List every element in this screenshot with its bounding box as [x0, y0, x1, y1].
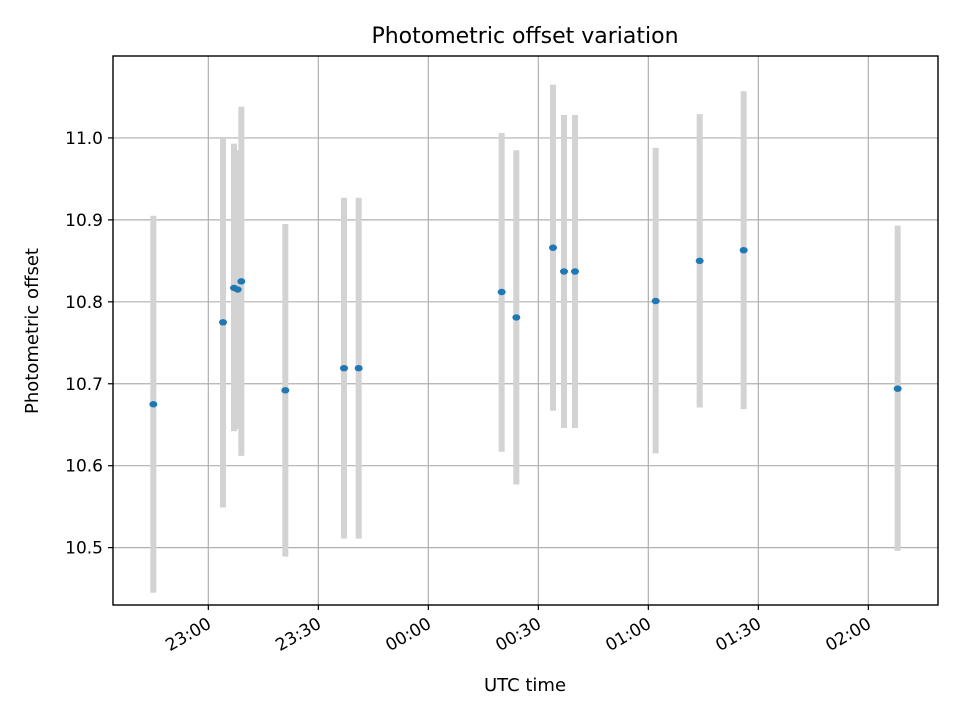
y-tick-label: 10.9 [65, 211, 103, 231]
data-point [512, 314, 521, 321]
grid-layer [113, 56, 938, 605]
x-tick-label: 23:30 [272, 614, 324, 656]
x-tick-label: 01:00 [602, 614, 654, 656]
y-tick-label: 10.5 [65, 539, 103, 559]
x-tick-label: 01:30 [712, 614, 764, 656]
errorbar-layer [150, 84, 901, 593]
y-tick-label: 10.7 [65, 375, 103, 395]
data-point [340, 364, 348, 372]
data-point [739, 246, 748, 254]
x-axis-label: UTC time [484, 675, 566, 696]
data-point [695, 257, 704, 265]
data-point [149, 401, 158, 408]
y-tick-label: 10.6 [65, 457, 103, 477]
point-layer [149, 244, 902, 408]
x-tick-label: 00:30 [492, 614, 544, 656]
tick-layer: 23:00 23:30 00:00 00:30 01:00 01:30 02:00 10.5 1… [65, 129, 875, 656]
data-point [233, 286, 242, 293]
data-point [560, 268, 568, 275]
x-tick-label: 00:00 [382, 614, 434, 656]
data-point [354, 364, 363, 372]
data-point [237, 278, 246, 285]
data-point [893, 385, 902, 392]
data-point [549, 244, 557, 251]
data-point [571, 268, 579, 275]
data-point [219, 319, 227, 326]
plot-frame [112, 55, 939, 606]
x-tick-label: 23:00 [162, 614, 214, 656]
y-axis-label: Photometric offset [22, 248, 43, 414]
data-point [497, 288, 506, 296]
data-point [281, 387, 290, 394]
y-tick-label: 11.0 [65, 129, 103, 149]
data-point [651, 297, 660, 305]
x-tick-label: 02:00 [822, 614, 874, 656]
chart-title: Photometric offset variation [371, 24, 678, 49]
y-tick-label: 10.8 [65, 293, 103, 313]
